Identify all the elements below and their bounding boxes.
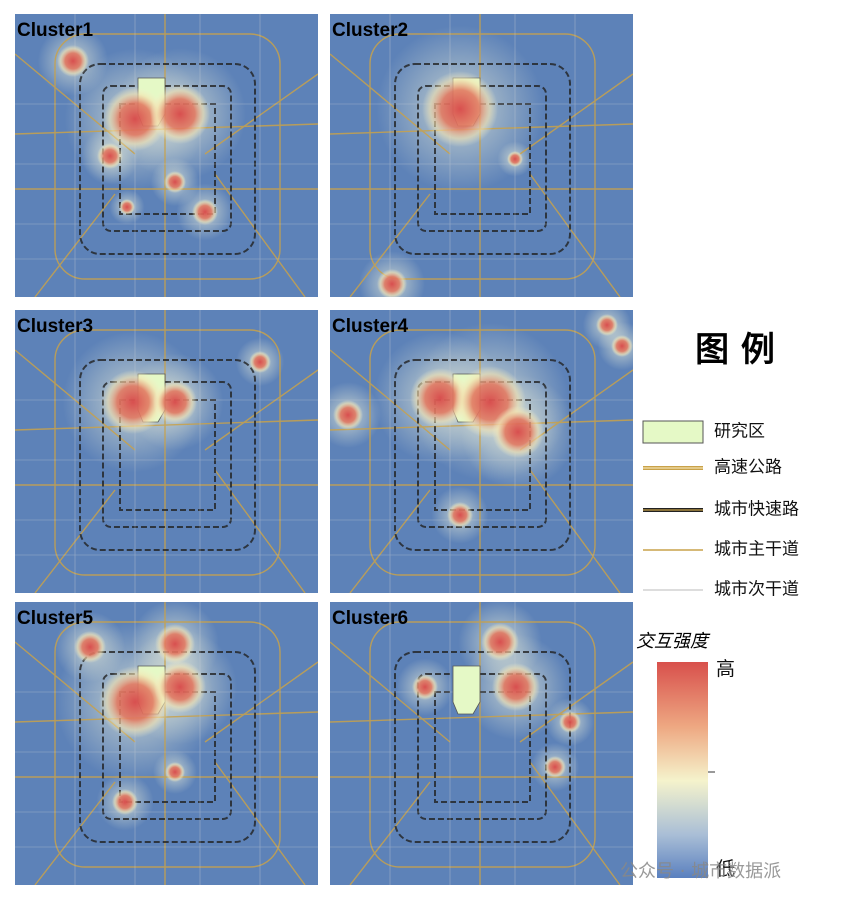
heat-spot <box>101 370 165 434</box>
watermark: 公众号 · 城市数据派 <box>620 861 781 882</box>
heat-spot <box>165 762 185 782</box>
map-panel: Cluster1 <box>15 14 318 297</box>
legend-label: 研究区 <box>714 422 765 442</box>
heat-spot <box>57 45 89 77</box>
heat-spot <box>150 84 210 144</box>
heat-spot <box>410 368 470 428</box>
panel-title: Cluster3 <box>17 316 93 337</box>
legend-label: 城市快速路 <box>714 500 799 520</box>
heat-spot <box>596 314 618 336</box>
heat-spot <box>377 269 407 297</box>
panel-title: Cluster1 <box>17 20 93 41</box>
heat-spot <box>492 663 540 711</box>
heat-spot <box>97 143 123 169</box>
panel-title: Cluster4 <box>332 316 408 337</box>
study-area <box>452 665 481 715</box>
panel-title: Cluster2 <box>332 20 408 41</box>
map-panel: Cluster5 <box>15 602 318 885</box>
panel-title: Cluster5 <box>17 608 93 629</box>
heat-spot <box>164 171 186 193</box>
map-panel: Cluster4 <box>330 310 633 593</box>
legend-label: 城市次干道 <box>714 580 799 600</box>
heat-spot <box>611 335 633 357</box>
heat-spot <box>119 199 135 215</box>
heat-spot <box>112 789 138 815</box>
heat-spot <box>155 624 195 664</box>
heat-spot <box>447 502 473 528</box>
heat-spot <box>544 756 566 778</box>
colorbar-title: 交互强度 <box>636 631 711 652</box>
heat-spot <box>74 631 106 663</box>
heat-spot <box>99 666 171 738</box>
heat-spot <box>492 406 544 458</box>
heat-spot <box>422 71 498 147</box>
legend-label: 城市主干道 <box>714 540 799 560</box>
heat-spot <box>559 711 581 733</box>
map-panel: Cluster2 <box>330 14 633 297</box>
map-panel: Cluster3 <box>15 310 318 593</box>
legend-title: 图 例 <box>695 330 775 370</box>
heat-spot <box>153 380 197 424</box>
heat-spot <box>192 199 218 225</box>
map-panel: Cluster6 <box>330 602 633 885</box>
map-panels: Cluster1 Cluster2 Cluster3 Cluster4 Cluster5… <box>15 14 633 885</box>
legend-label: 高速公路 <box>714 458 782 478</box>
heat-spot <box>507 151 523 167</box>
heat-spot <box>481 623 519 661</box>
heat-spot <box>412 674 438 700</box>
colorbar <box>657 662 708 878</box>
legend-swatch-study-area <box>642 420 704 444</box>
colorbar-high: 高 <box>716 658 735 680</box>
heat-spot <box>154 661 206 713</box>
colorbar-low: 低 <box>716 858 735 880</box>
panel-title: Cluster6 <box>332 608 408 629</box>
heat-spot <box>103 87 167 151</box>
heat-spot <box>333 400 363 430</box>
heat-spot <box>249 351 271 373</box>
